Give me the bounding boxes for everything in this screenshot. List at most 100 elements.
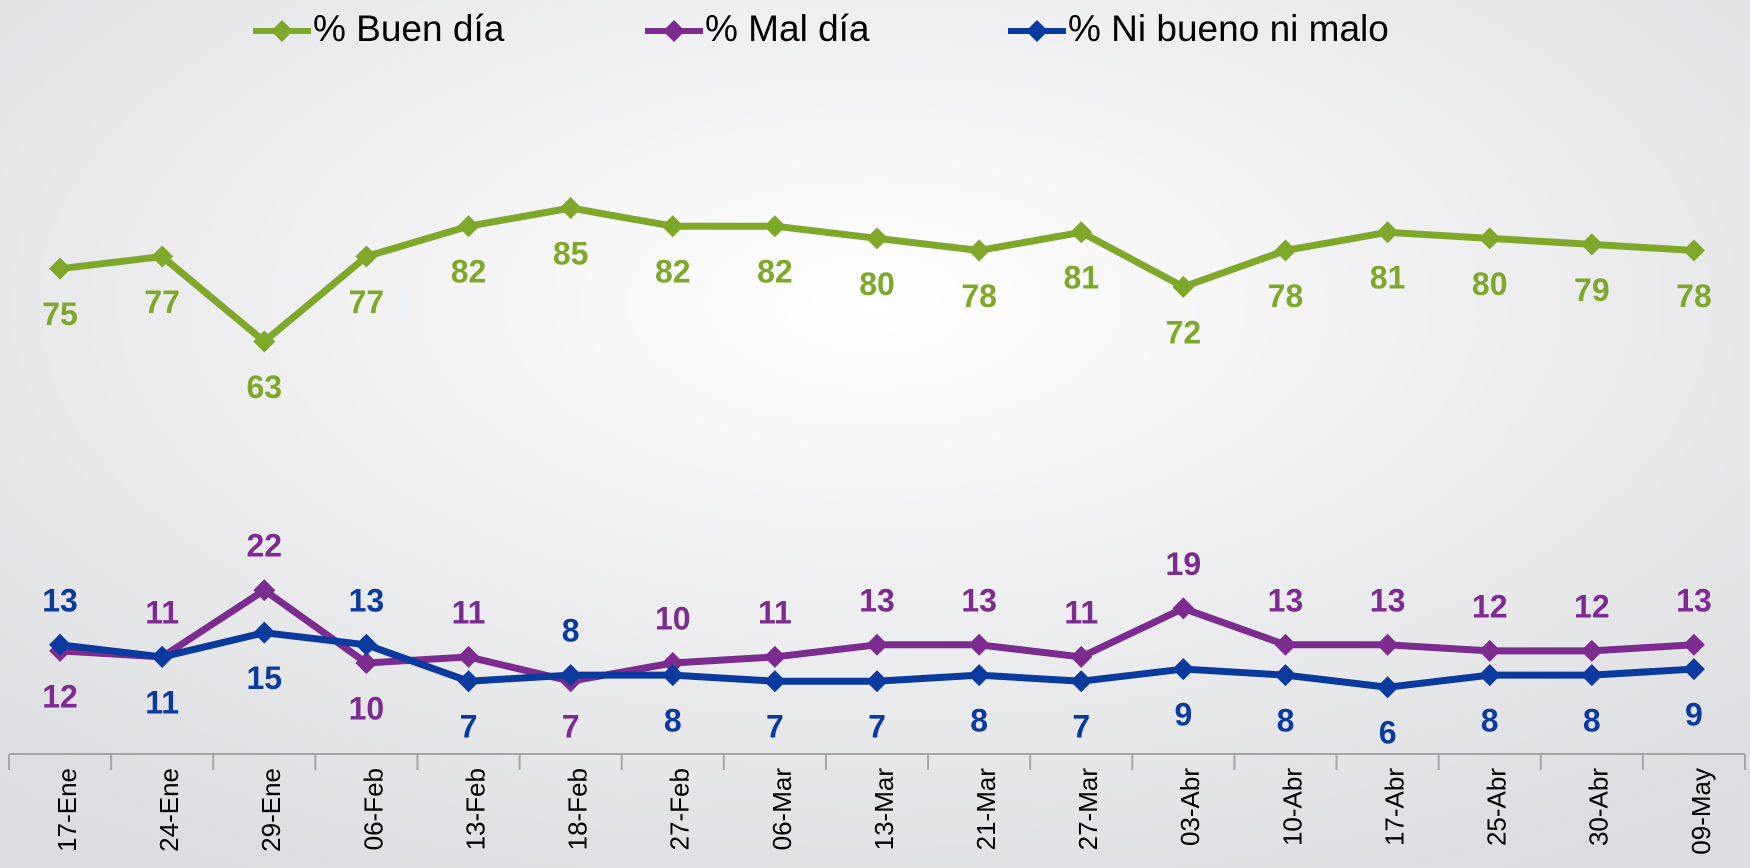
point-marker bbox=[1376, 221, 1399, 244]
point-marker bbox=[1682, 239, 1705, 262]
point-marker bbox=[1070, 645, 1093, 668]
legend-label: % Buen día bbox=[313, 8, 505, 49]
x-tick-label: 13-Feb bbox=[460, 768, 490, 850]
data-label: 81 bbox=[1063, 260, 1099, 296]
x-tick-label: 17-Abr bbox=[1379, 768, 1409, 846]
data-label: 72 bbox=[1166, 314, 1202, 350]
point-marker bbox=[1580, 639, 1603, 662]
x-tick-label: 13-Mar bbox=[869, 768, 899, 851]
legend-marker bbox=[271, 20, 293, 42]
point-marker bbox=[457, 670, 480, 693]
data-label: 11 bbox=[452, 594, 486, 630]
data-label: 8 bbox=[664, 703, 682, 739]
data-label: 8 bbox=[1583, 703, 1601, 739]
point-marker bbox=[49, 633, 72, 656]
point-marker bbox=[1070, 221, 1093, 244]
x-tick-label: 27-Mar bbox=[1073, 768, 1103, 851]
data-label: 82 bbox=[451, 254, 487, 290]
point-marker bbox=[763, 215, 786, 238]
point-marker bbox=[1376, 676, 1399, 699]
data-label: 13 bbox=[1370, 582, 1406, 618]
point-marker bbox=[1274, 239, 1297, 262]
legend-label: % Ni bueno ni malo bbox=[1068, 8, 1389, 49]
legend-marker bbox=[663, 20, 685, 42]
point-marker bbox=[1580, 664, 1603, 687]
data-label: 8 bbox=[970, 703, 988, 739]
data-label: 63 bbox=[246, 369, 282, 405]
x-tick-label: 27-Feb bbox=[665, 768, 695, 850]
point-marker bbox=[559, 664, 582, 687]
x-tick-label: 06-Feb bbox=[358, 768, 388, 850]
data-label: 13 bbox=[1676, 582, 1712, 618]
legend-marker bbox=[1026, 20, 1048, 42]
point-marker bbox=[866, 670, 888, 693]
x-tick-label: 09-May bbox=[1686, 768, 1716, 855]
point-marker bbox=[1070, 670, 1093, 693]
point-marker bbox=[866, 227, 888, 250]
data-label: 11 bbox=[1064, 594, 1098, 630]
data-label: 19 bbox=[1166, 546, 1202, 582]
point-marker bbox=[1172, 275, 1195, 298]
data-label: 82 bbox=[655, 254, 691, 290]
point-marker bbox=[49, 257, 72, 280]
data-label: 7 bbox=[868, 709, 886, 745]
point-marker bbox=[253, 579, 276, 602]
point-marker bbox=[1274, 633, 1297, 656]
point-marker bbox=[968, 664, 991, 687]
point-marker bbox=[1682, 633, 1705, 656]
x-tick-label: 06-Mar bbox=[767, 768, 797, 851]
point-marker bbox=[661, 652, 684, 674]
point-marker bbox=[253, 330, 276, 353]
data-label: 11 bbox=[145, 594, 179, 630]
data-label: 12 bbox=[42, 678, 78, 714]
point-marker bbox=[355, 652, 378, 674]
point-marker bbox=[1580, 233, 1603, 256]
data-label: 80 bbox=[859, 266, 895, 302]
data-label: 11 bbox=[145, 684, 179, 720]
data-label: 6 bbox=[1379, 715, 1397, 751]
point-marker bbox=[151, 245, 174, 268]
point-marker bbox=[866, 633, 888, 656]
data-label: 12 bbox=[1574, 588, 1610, 624]
data-label: 13 bbox=[349, 582, 385, 618]
data-label: 85 bbox=[553, 235, 589, 271]
data-label: 13 bbox=[1268, 582, 1304, 618]
data-label: 8 bbox=[1277, 703, 1295, 739]
point-marker bbox=[763, 670, 786, 693]
point-marker bbox=[151, 645, 174, 668]
data-label: 7 bbox=[562, 709, 580, 745]
data-label: 12 bbox=[1472, 588, 1508, 624]
data-label: 82 bbox=[757, 254, 793, 290]
point-marker bbox=[1172, 597, 1195, 620]
point-marker bbox=[661, 664, 684, 687]
data-label: 9 bbox=[1685, 697, 1703, 733]
point-marker bbox=[1478, 639, 1501, 662]
data-label: 77 bbox=[144, 284, 180, 320]
data-label: 11 bbox=[758, 594, 792, 630]
point-marker bbox=[355, 245, 378, 268]
point-marker bbox=[1478, 664, 1501, 687]
x-tick-label: 10-Abr bbox=[1277, 768, 1307, 846]
x-tick-label: 30-Abr bbox=[1584, 768, 1614, 846]
point-marker bbox=[763, 645, 786, 668]
x-tick-label: 18-Feb bbox=[563, 768, 593, 850]
data-label: 13 bbox=[42, 582, 78, 618]
x-tick-label: 25-Abr bbox=[1482, 768, 1512, 846]
data-label: 15 bbox=[246, 660, 282, 696]
data-label: 13 bbox=[961, 582, 997, 618]
data-label: 22 bbox=[246, 528, 282, 564]
point-marker bbox=[661, 215, 684, 238]
data-label: 77 bbox=[349, 284, 385, 320]
point-marker bbox=[1478, 227, 1501, 250]
data-label: 13 bbox=[859, 582, 895, 618]
x-tick-label: 21-Mar bbox=[971, 768, 1001, 851]
data-label: 8 bbox=[1481, 703, 1499, 739]
data-label: 10 bbox=[655, 600, 691, 636]
data-label: 78 bbox=[1676, 278, 1712, 314]
point-marker bbox=[1376, 633, 1399, 656]
x-tick-label: 29-Ene bbox=[256, 768, 286, 852]
data-label: 9 bbox=[1174, 697, 1192, 733]
data-label: 79 bbox=[1574, 272, 1610, 308]
